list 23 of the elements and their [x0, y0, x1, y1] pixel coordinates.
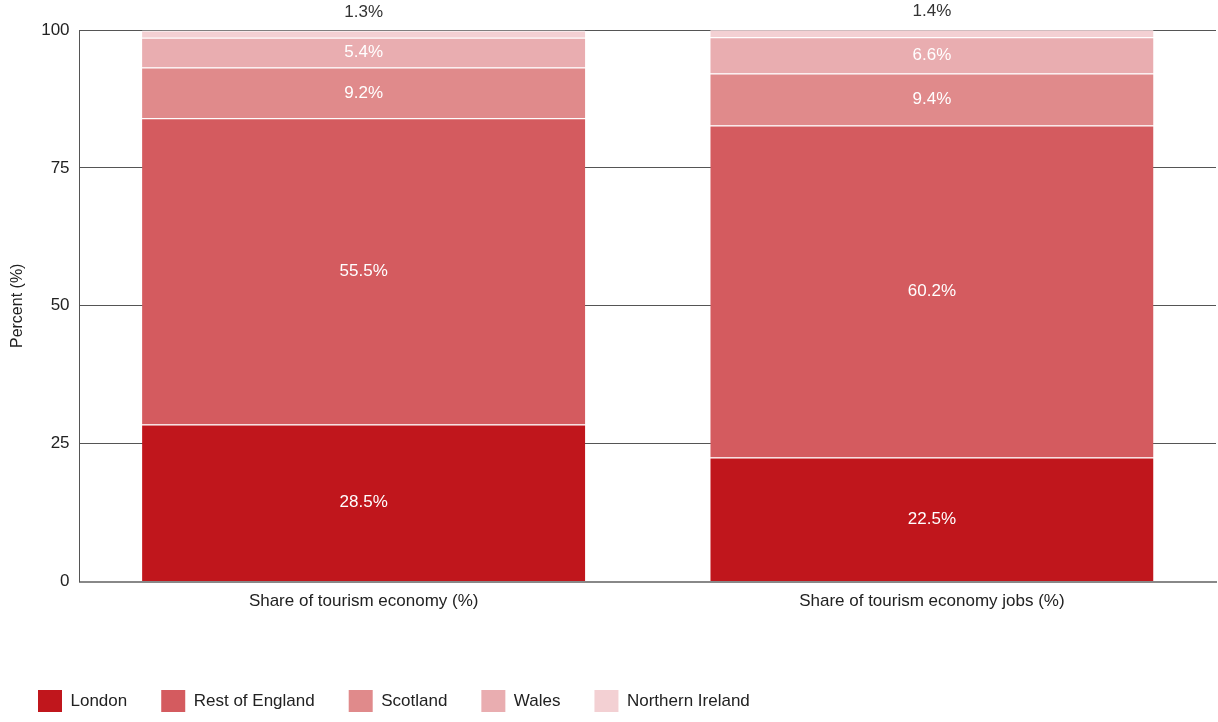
x-tick-label: Share of tourism economy (%)	[248, 591, 479, 611]
data-label: 1.3%	[344, 2, 384, 22]
data-label: 9.4%	[912, 89, 952, 109]
legend-label: Northern Ireland	[626, 690, 750, 710]
data-label: 5.4%	[344, 42, 384, 62]
y-tick-label: 25	[50, 433, 70, 453]
data-label: 1.4%	[912, 1, 952, 21]
data-label: 28.5%	[339, 492, 388, 512]
data-label: 9.2%	[344, 82, 384, 102]
legend-label: Rest of England	[193, 690, 315, 710]
y-axis-title: Percent (%)	[8, 263, 26, 349]
legend-label: Scotland	[381, 690, 448, 710]
legend-label: London	[70, 690, 128, 710]
y-tick-label: 100	[41, 19, 70, 39]
y-tick-label: 50	[50, 295, 70, 315]
data-label: 6.6%	[912, 45, 952, 65]
x-tick-label: Share of tourism economy jobs (%)	[799, 591, 1065, 611]
data-label: 55.5%	[339, 261, 388, 281]
legend-label: Wales	[513, 690, 561, 710]
y-tick-label: 75	[50, 157, 70, 177]
data-label: 60.2%	[907, 281, 956, 301]
y-tick-label: 0	[60, 571, 70, 591]
data-label: 22.5%	[907, 508, 956, 528]
